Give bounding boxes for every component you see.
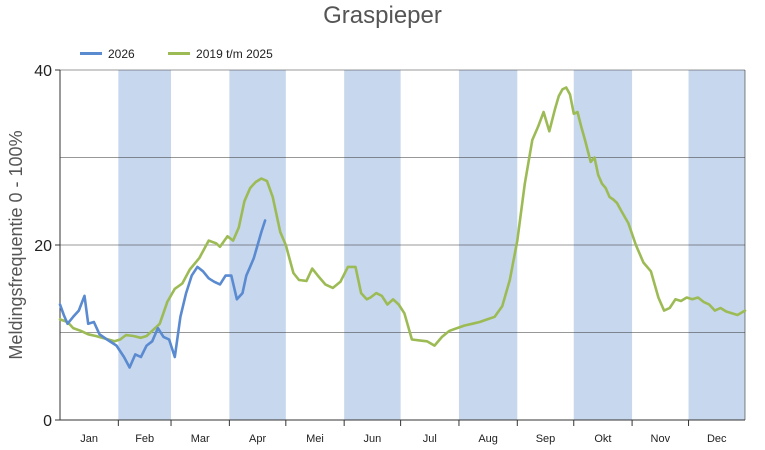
gridlines [60,157,745,333]
x-tick-label-dec: Dec [707,433,727,445]
series-line-baseline [58,86,747,347]
axes [55,69,746,426]
x-tick-label-nov: Nov [651,433,671,445]
x-tick-label-mei: Mei [306,433,324,445]
series-line-2026 [58,219,267,369]
x-tick-label-apr: Apr [249,433,266,445]
y-tick-label-40: 40 [34,63,52,80]
x-tick-label-jun: Jun [364,433,382,445]
x-tick-labels: Jan Feb Mar Apr Mei Jun Jul Aug Sep Okt Nov Dec [80,433,727,445]
x-tick-label-jul: Jul [423,433,437,445]
x-tick-label-sep: Sep [536,433,556,445]
x-tick-label-okt: Okt [594,433,611,445]
legend-swatch-baseline [168,52,191,55]
legend-label-baseline: 2019 t/m 2025 [196,46,273,61]
legend-label-2026: 2026 [108,46,135,61]
y-axis-label: Meldingsfrequentie 0 - 100% [6,130,26,359]
y-tick-label-20: 20 [34,238,52,255]
legend: 2026 2019 t/m 2025 [80,44,303,61]
legend-swatch-2026 [80,52,102,55]
y-tick-labels: 0 20 40 [34,63,52,430]
x-tick-label-jan: Jan [80,433,98,445]
legend-item-2026: 2026 [80,47,135,61]
x-tick-label-aug: Aug [478,433,498,445]
x-tick-label-feb: Feb [135,433,154,445]
legend-item-baseline: 2019 t/m 2025 [168,47,273,61]
chart-title: Graspieper [323,2,442,29]
x-tick-label-mar: Mar [191,433,210,445]
series-lines [58,86,747,369]
y-tick-label-0: 0 [43,413,52,430]
